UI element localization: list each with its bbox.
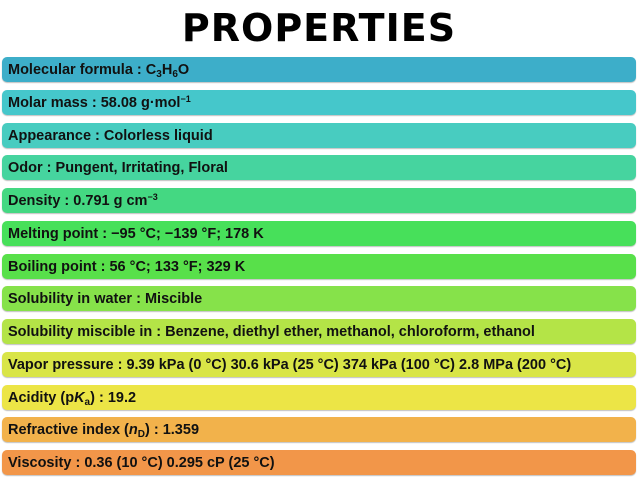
row-value: Miscible [144,291,203,308]
row-value: 1.359 [162,422,200,439]
row-value: −95 °C; −139 °F; 178 K [111,225,264,242]
row-label-symbol: K [74,389,85,406]
row-value: Colorless liquid [103,127,213,144]
formula-hydrogen: H [161,62,173,78]
row-label-symbol: n [128,422,138,439]
formula-carbon-count: 3 [156,69,162,80]
row-value-exponent: −1 [180,93,191,104]
row-separator: : [71,455,85,471]
row-label: Appearance [8,127,92,144]
row-odor: Odor : Pungent, Irritating, Floral [2,155,636,181]
row-vapor-pressure: Vapor pressure : 9.39 kPa (0 °C) 30.6 kP… [2,351,636,377]
row-separator: : [91,127,104,144]
row-label: Boiling point [8,258,97,275]
row-label: Molar mass [8,94,88,111]
row-separator: : [42,160,56,177]
row-boiling-point: Boiling point : 56 °C; 133 °F; 329 K [2,253,636,279]
row-label-close: ) [90,389,95,406]
formula-hydrogen-count: 6 [172,69,178,80]
row-label-subscript: a [84,396,91,408]
row-separator: : [132,291,145,308]
row-melting-point: Melting point : −95 °C; −139 °F; 178 K [2,220,636,246]
row-refractive-index: Refractive index (nD) : 1.359 [2,417,636,443]
row-separator: : [60,193,74,209]
row-label: Solubility miscible in [8,324,153,340]
row-acidity: Acidity (pKa) : 19.2 [2,384,636,410]
row-value: 19.2 [107,389,137,406]
formula-oxygen: O [177,62,190,78]
row-value: 58.08 g·mol [100,94,181,111]
row-separator: : [96,258,110,275]
row-value: Benzene, diethyl ether, methanol, chloro… [165,324,535,340]
row-label-close: ) [144,422,150,439]
row-label: Viscosity [8,455,72,471]
row-label: Density [8,193,61,209]
row-separator: : [149,422,163,439]
row-label: Molecular formula [8,62,133,78]
row-appearance: Appearance : Colorless liquid [2,122,636,148]
row-label: Odor [8,160,43,177]
row-label-subscript: D [137,429,145,441]
row-label: Refractive index ( [8,422,129,439]
row-label: Solubility in water [8,291,133,308]
row-separator: : [98,225,112,242]
row-separator: : [152,324,166,340]
row-separator: : [132,62,146,78]
row-value: 0.791 g cm [73,193,148,209]
row-molar-mass: Molar mass : 58.08 g·mol−1 [2,89,636,115]
row-value: 0.36 (10 °C) 0.295 cP (25 °C) [84,455,275,471]
row-viscosity: Viscosity : 0.36 (10 °C) 0.295 cP (25 °C… [2,450,636,475]
row-label: Acidity (p [8,389,75,406]
page-title: PROPERTIES [181,6,457,50]
row-label: Melting point [8,225,99,242]
row-separator: : [87,94,101,111]
row-value: 56 °C; 133 °F; 329 K [109,258,246,275]
row-solubility-miscible: Solubility miscible in : Benzene, diethy… [2,319,636,344]
row-value: Pungent, Irritating, Floral [55,160,228,177]
row-value: 9.39 kPa (0 °C) 30.6 kPa (25 °C) 374 kPa… [126,356,572,373]
formula-carbon: C [145,62,157,78]
row-solubility-water: Solubility in water : Miscible [2,286,636,312]
row-label: Vapor pressure [8,356,114,373]
row-separator: : [94,389,108,406]
row-value-exponent: −3 [147,192,158,202]
row-density: Density : 0.791 g cm−3 [2,188,636,213]
row-separator: : [113,356,127,373]
row-molecular-formula: Molecular formula : C3H6O [2,57,636,82]
properties-list: Molecular formula : C3H6O Molar mass : 5… [2,57,636,483]
